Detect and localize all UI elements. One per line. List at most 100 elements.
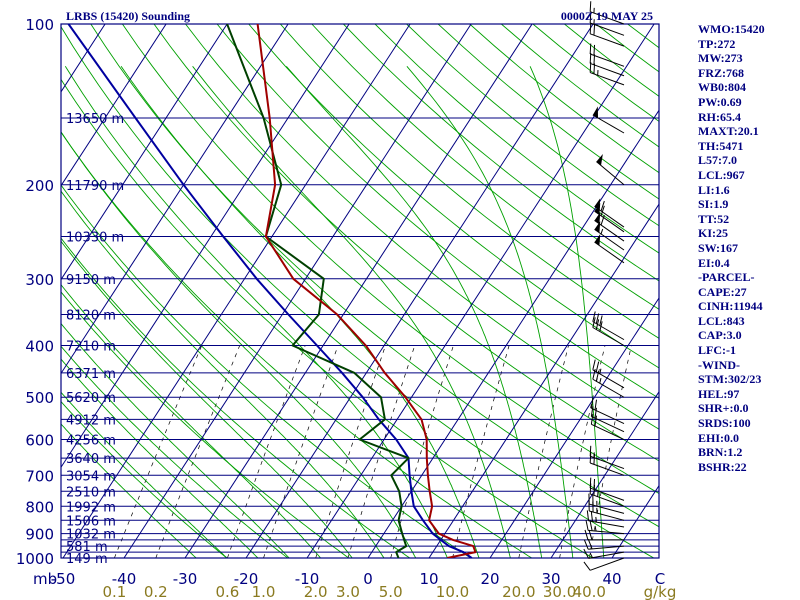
wind-barb [588,493,625,514]
wind-barb-shaft [590,493,625,507]
wind-barb-shaft [588,551,625,559]
temperature-tick-label: 20 [480,570,499,588]
height-label: 10330 m [66,230,124,245]
wind-barb-half-feather [599,378,602,384]
height-label: 1032 m [66,528,116,543]
wind-barb [590,406,625,433]
pressure-tick-label: 1000 [16,550,54,568]
wind-barb-feather [594,399,598,411]
wind-barb-half-feather [589,552,593,558]
isotherm-line [489,297,659,558]
index-stat: MW:273 [698,51,743,66]
pressure-tick-label: 700 [25,467,54,485]
isotherm-line [550,390,659,558]
index-stat: SHR+:0.0 [698,401,749,416]
wind-barb [594,233,625,264]
mixing-ratio-label: 0.6 [215,583,239,600]
wind-barb-feather [600,214,605,226]
height-label: 1506 m [66,514,116,529]
wind-barb-feather [593,478,596,490]
temperature-tick-label: 30 [541,570,560,588]
wind-barb-shaft [590,455,625,470]
mixing-ratio-label: 2.0 [304,583,328,600]
index-stat: CAP:3.0 [698,328,742,343]
pressure-tick-label: 300 [25,271,54,289]
height-label: 8120 m [66,309,116,324]
temperature-tick-label: -10 [295,570,320,588]
height-label: 581 m [66,540,108,555]
wind-barb-shaft [588,529,625,535]
wind-barb [592,106,625,134]
wind-barb-shaft [591,407,625,424]
wind-barb-feather [594,407,598,419]
axis-labels: 0.1 0.2 0.6 1.0 2.0 3.0 5.0 10.0 20.0 30.040.0 g/k… [16,16,677,600]
temperature-line [256,24,477,558]
wind-barb [583,548,625,559]
pressure-tick-label: 800 [25,498,54,516]
wind-barb-feather [589,12,592,24]
index-stat: STM:302/23 [698,372,762,387]
wind-barb-feather [593,54,596,65]
wind-barb [592,317,625,346]
dry-adiabat-line [61,237,411,558]
wind-barb-feather [589,23,592,34]
wind-barb-flag [596,153,603,166]
mixing-ratio-label: 3.0 [336,583,360,600]
wind-barb-feather [592,311,596,322]
wind-barb-feather [592,359,596,370]
isotherm-line [61,24,228,281]
plot-frame [60,23,660,559]
wind-barb-flag [594,212,601,224]
wind-barb [589,12,625,36]
wind-barb-shaft [594,241,625,264]
wind-barb-feather [590,511,593,522]
indices-panel: WMO:15420 TP:272 MW:273 FRZ:768 WB0:804 PW:0.… [698,22,798,474]
temperature-tick-label: -40 [112,570,137,588]
moist-adiabat-line [61,423,197,558]
temperature-tick-label: 10 [419,570,438,588]
wind-barb [594,221,625,251]
wind-barb [583,539,625,550]
index-stat: SW:167 [698,240,739,255]
wind-barb-shaft [592,327,625,346]
moist-adiabat-line [529,66,605,558]
wind-barb-flag [592,106,599,119]
height-label: 13650 m [66,112,124,127]
wind-barb-shaft [588,520,625,528]
wind-barb-feather [586,510,590,521]
parcel-trace-line [67,24,473,558]
wind-barb [592,359,625,389]
height-label: 1992 m [66,500,116,515]
isotherm-line [245,24,594,558]
wind-barb-feather [589,43,592,54]
dry-adiabat-line [61,291,350,558]
index-stat: MAXT:20.1 [698,124,759,139]
dry-adiabat-line [61,25,655,558]
moist-adiabat-line [406,66,574,558]
temperature-tick-label: -30 [173,570,198,588]
wind-barb [586,510,625,528]
isotherm-line [184,24,533,558]
index-stat: L57:7.0 [698,153,737,168]
wind-barb-feather [600,200,605,212]
index-stat: BSHR:22 [698,459,747,474]
index-stat: TT:52 [698,211,730,226]
index-stat: TP:272 [698,36,736,51]
wind-barb [589,477,625,501]
mixing-ratio-label: 40.0 [573,583,606,600]
wind-barb-shaft [588,545,625,550]
pressure-tick-label: 100 [25,16,54,34]
pressure-tick-label: 200 [25,177,54,195]
index-stat: SRDS:100 [698,416,751,431]
index-stat: CINH:11944 [698,299,763,314]
wind-barb [584,529,624,541]
wind-barb [589,445,625,470]
index-stat: TH:5471 [698,138,744,153]
wind-barb-shaft [590,11,625,25]
wind-barb [589,43,625,67]
wind-barb-shaft [590,22,625,36]
pressure-tick-label: 400 [25,338,54,356]
index-stat: EI:0.4 [698,255,730,270]
wind-barb-shaft [589,510,625,521]
